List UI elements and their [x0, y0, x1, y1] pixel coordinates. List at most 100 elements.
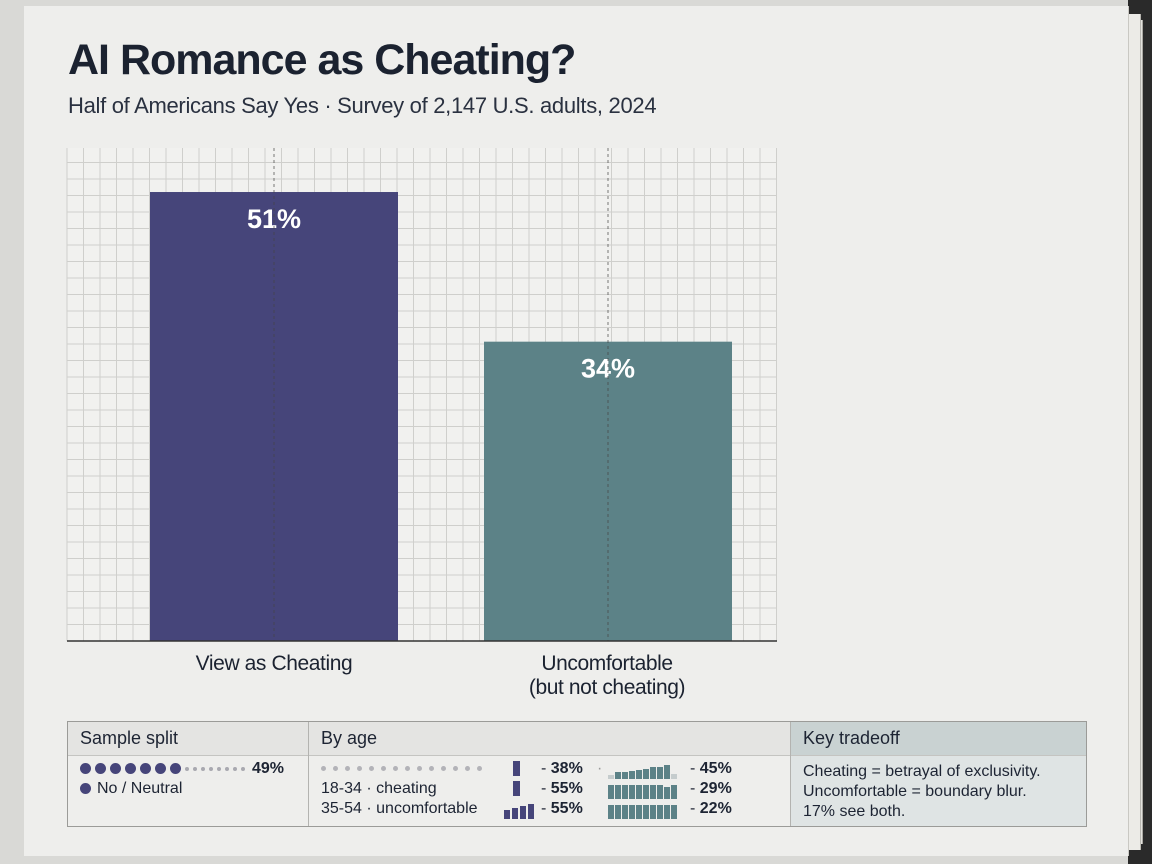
age-dot: [429, 766, 434, 772]
chart-title: AI Romance as Cheating?: [68, 36, 576, 84]
x-tick-label-uncomfortable: Uncomfortable (but not cheating): [457, 652, 757, 700]
sparkline-bar: [608, 805, 614, 819]
sample-split-cell: Sample split 49% No / Neutral: [68, 722, 309, 826]
sparkline-bar: [622, 805, 628, 819]
sparkline-bar: [622, 785, 628, 799]
tradeoff-line: 17% see both.: [803, 803, 906, 820]
sparkline-bar: [650, 767, 656, 779]
age-dot: [417, 766, 422, 772]
age-dot: [333, 766, 338, 772]
sample-dot-filled: [95, 763, 106, 775]
sample-split-value: 49%: [252, 760, 285, 777]
chart-subtitle: Half of Americans Say Yes · Survey of 2,…: [68, 93, 657, 118]
sparkline-bar: [615, 785, 621, 799]
sample-dot-filled: [155, 763, 166, 775]
tradeoff-line: Uncomfortable = boundary blur.: [803, 783, 1027, 800]
age-mini-bar-1: [513, 761, 520, 776]
age-dot: [357, 766, 362, 772]
x-tick-label-line: (but not cheating): [528, 676, 686, 699]
age-row3-value-b: - 22%: [690, 800, 732, 817]
age-row3-value-a: - 55%: [541, 800, 583, 817]
sparkline-bar: [671, 805, 677, 819]
sample-dot-empty: [217, 766, 221, 771]
by-age-cell: By age - 38% · - 45% 18-34 · cheating - …: [309, 722, 791, 826]
sparkline-bar: [657, 767, 663, 779]
age-row2-value-a: - 55%: [541, 780, 583, 797]
age-row3-label: 35-54 · uncomfortable: [321, 800, 478, 817]
age-dot: [345, 766, 350, 772]
sample-legend: No / Neutral: [80, 780, 182, 798]
sample-dot-strip: [80, 760, 249, 777]
age-mini-bar: [512, 808, 518, 819]
sparkline-bar: [643, 769, 649, 779]
sparkline-bar: [664, 765, 670, 779]
sparkline-bar: [608, 775, 614, 779]
sample-dot-empty: [209, 766, 213, 771]
sample-dot-empty: [225, 766, 229, 771]
sparkline-bar: [622, 772, 628, 779]
sparkline-bar: [608, 785, 614, 799]
age-dot: [453, 766, 458, 772]
sparkline-bar: [636, 770, 642, 779]
age-dot-strip: [321, 760, 489, 778]
sparkline-bar: [629, 785, 635, 799]
sparkline-bar: [643, 785, 649, 799]
sparkline-bar: [657, 805, 663, 819]
age-separator: ·: [597, 760, 603, 777]
sample-dot-filled: [170, 763, 181, 775]
age-row2-label: 18-34 · cheating: [321, 780, 437, 797]
age-dot: [441, 766, 446, 772]
age-row1-value-b: - 45%: [690, 760, 732, 777]
sample-legend-label: No / Neutral: [97, 780, 183, 797]
sparkline-bar: [664, 805, 670, 819]
sparkline-bar: [615, 772, 621, 779]
sparkline-bar: [636, 805, 642, 819]
age-mini-bar-2: [513, 781, 520, 796]
sparkline-bar: [650, 785, 656, 799]
age-dot: [393, 766, 398, 772]
sparkline-bar: [671, 785, 677, 799]
sample-dot-empty: [185, 766, 189, 771]
sparkline-bar: [629, 805, 635, 819]
x-tick-label-cheating: View as Cheating: [124, 652, 424, 676]
by-age-header: By age: [309, 722, 790, 756]
x-tick-label-line: Uncomfortable: [541, 652, 673, 675]
key-tradeoff-cell: Key tradeoff Cheating = betrayal of excl…: [791, 722, 1086, 826]
sparkline-bar: [636, 785, 642, 799]
age-sparkline-3: [608, 801, 678, 819]
age-dot: [477, 766, 482, 772]
age-dot: [369, 766, 374, 772]
sparkline-bar: [643, 805, 649, 819]
age-mini-bar: [528, 804, 534, 819]
sample-dot-empty: [241, 766, 245, 771]
sparkline-bar: [664, 787, 670, 799]
age-sparkline-2: [608, 781, 678, 799]
sample-dot-filled: [125, 763, 136, 775]
age-mini-bar: [520, 806, 526, 819]
tradeoff-line: Cheating = betrayal of exclusivity.: [803, 763, 1041, 780]
sample-dot-empty: [201, 766, 205, 771]
legend-dot: [80, 783, 91, 795]
x-tick-label-line: View as Cheating: [195, 652, 353, 675]
sample-split-header: Sample split: [68, 722, 308, 756]
summary-panel: Sample split 49% No / Neutral By age - 3…: [67, 721, 1087, 827]
sparkline-bar: [629, 771, 635, 779]
age-sparkline-1: [608, 761, 678, 779]
age-dot: [321, 766, 326, 772]
bar-0: [150, 192, 398, 641]
sample-dot-filled: [110, 763, 121, 775]
age-dot: [405, 766, 410, 772]
sample-dot-filled: [140, 763, 151, 775]
sample-dot-empty: [233, 766, 237, 771]
key-tradeoff-header: Key tradeoff: [791, 722, 1086, 756]
sample-dot-empty: [193, 766, 197, 771]
age-mini-bar: [504, 810, 510, 819]
age-row2-value-b: - 29%: [690, 780, 732, 797]
sample-dots-row: [80, 760, 249, 778]
age-dot: [381, 766, 386, 772]
sparkline-bar: [650, 805, 656, 819]
age-dot: [465, 766, 470, 772]
age-row1-value-a: - 38%: [541, 760, 583, 777]
sparkline-bar: [615, 805, 621, 819]
